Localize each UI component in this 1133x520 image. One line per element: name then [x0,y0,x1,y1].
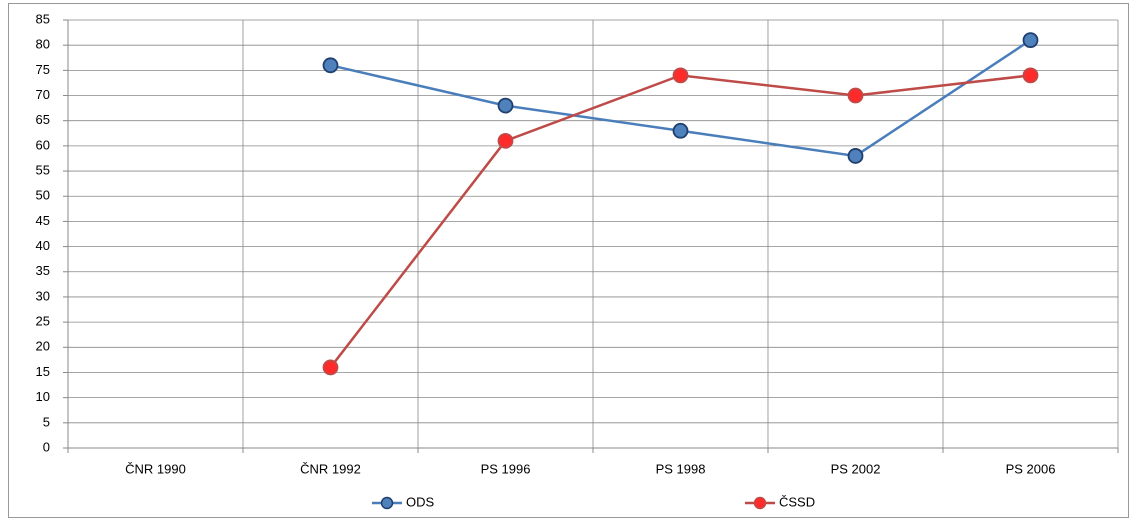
legend-marker [380,496,394,510]
y-tick-label: 45 [36,213,50,228]
y-tick-label: 5 [43,414,50,429]
y-tick-label: 70 [36,87,50,102]
y-tick-label: 55 [36,162,50,177]
x-tick-label: ČNR 1992 [300,461,361,476]
y-tick-label: 60 [36,137,50,152]
point-marker [1022,67,1039,84]
y-tick-label: 30 [36,288,50,303]
point-marker [322,359,339,376]
y-tick-label: 85 [36,11,50,26]
y-tick-label: 65 [36,112,50,127]
point-marker [847,148,864,164]
x-tick-label: PS 2006 [1006,461,1056,476]
y-tick-label: 10 [36,389,50,404]
point-marker [672,122,689,139]
legend-label: ČSSD [779,494,815,509]
point-marker [672,67,689,84]
x-tick-label: PS 1998 [656,461,706,476]
y-tick-label: 20 [36,339,50,354]
point-marker [497,97,514,114]
y-tick-label: 15 [36,364,50,379]
chart-frame [8,3,1129,518]
point-marker [322,57,339,74]
legend-label: ODS [406,494,435,509]
y-tick-label: 0 [43,439,50,454]
y-tick-label: 25 [36,314,50,329]
x-tick-label: PS 2002 [831,461,881,476]
y-tick-label: 40 [36,238,50,253]
y-tick-label: 80 [36,37,50,52]
point-marker [847,87,864,104]
y-tick-label: 75 [36,62,50,77]
x-tick-label: ČNR 1990 [125,461,186,476]
x-tick-label: PS 1996 [481,461,531,476]
y-tick-label: 35 [36,263,50,278]
y-tick-label: 50 [36,188,50,203]
point-marker [497,132,514,149]
legend-marker [753,496,767,510]
point-marker [1022,32,1039,49]
